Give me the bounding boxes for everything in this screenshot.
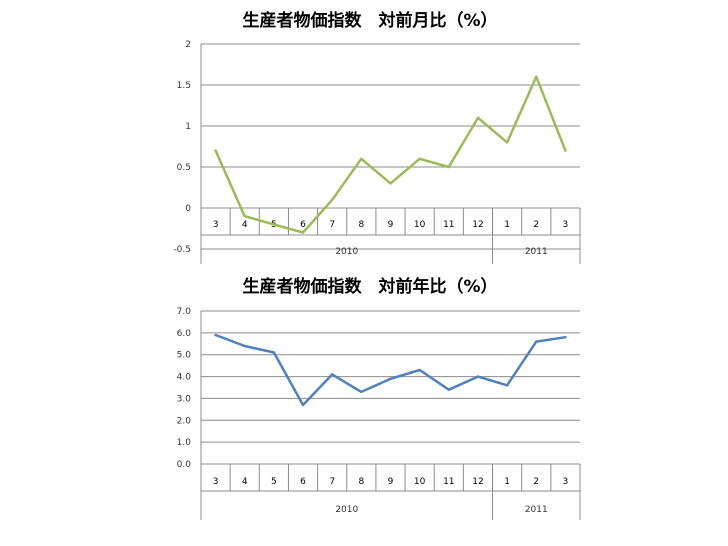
data-point [214,333,217,337]
y-tick-label: 3.0 [177,394,192,404]
x-tick-label: 6 [300,220,306,230]
data-point [360,390,363,394]
data-point [272,351,276,354]
data-point [301,403,305,407]
data-point [389,182,392,185]
x-tick-label: 3 [563,477,569,487]
x-tick-label: 2 [533,477,539,487]
x-tick-label: 10 [414,477,426,487]
x-tick-label: 8 [358,220,364,230]
data-point [447,165,451,169]
data-point [564,336,567,339]
chart-1: 生産者物価指数 対前月比（%）-0.500.511.52345678910111… [173,10,581,264]
data-point [214,149,217,152]
y-tick-label: 0 [185,204,191,214]
x-tick-label: 3 [563,220,569,230]
x-tick-label: 11 [443,477,454,487]
y-tick-label: 1.0 [177,438,192,448]
chart-2: 生産者物価指数 対前年比（%） 0.0 1.0 2.0 3.0 4.0 5.0 6.0 7.0 3… [177,276,581,520]
chart-title: 生産者物価指数 対前年比（%） [242,276,497,297]
x-group-label: 2011 [525,505,548,515]
data-point [330,198,334,201]
x-tick-label: 9 [388,477,394,487]
data-point [476,116,480,120]
x-tick-label: 12 [472,477,483,487]
x-tick-label: 10 [414,220,426,230]
x-tick-label: 2 [533,220,539,230]
y-tick-label: 7.0 [177,307,192,317]
x-group-label: 2010 [335,247,358,257]
y-tick-label: 2 [185,40,191,50]
x-tick-label: 7 [329,220,335,230]
x-tick-label: 4 [242,477,248,487]
x-group-label: 2010 [335,505,358,515]
data-point [301,231,305,234]
data-point [476,375,480,378]
x-tick-label: 3 [213,477,219,487]
data-point [447,388,451,391]
x-tick-label: 5 [271,477,277,487]
y-tick-label: 0.0 [177,460,192,470]
y-tick-label: 1 [185,122,191,132]
data-point [243,344,246,348]
data-point [389,377,392,380]
x-tick-label: 11 [443,220,454,230]
x-tick-label: 12 [472,220,483,230]
series-line [214,75,567,234]
x-tick-label: 9 [388,220,394,230]
x-tick-label: 4 [242,220,248,230]
data-point [272,223,276,226]
x-tick-label: 8 [358,477,364,487]
y-tick-label: 6.0 [177,329,192,339]
x-tick-label: 1 [504,477,510,487]
y-tick-label: 0.5 [177,163,191,173]
data-point [564,149,567,152]
y-tick-label: -0.5 [173,245,191,255]
y-tick-label: 2.0 [177,416,192,426]
x-group-label: 2011 [525,247,548,257]
data-point [418,157,421,160]
x-tick-label: 1 [504,220,510,230]
y-tick-label: 5.0 [177,351,192,361]
x-tick-label: 3 [213,220,219,230]
data-point [243,215,246,218]
data-point [418,368,421,372]
data-point [505,141,509,144]
x-tick-label: 6 [300,477,306,487]
data-point [330,373,334,376]
x-tick-label: 7 [329,477,335,487]
y-tick-label: 1.5 [177,81,191,91]
data-point [535,75,538,79]
data-point [505,384,509,387]
data-point [535,340,538,343]
series-line [214,333,567,407]
data-point [360,157,363,160]
chart-title: 生産者物価指数 対前月比（%） [242,10,497,31]
y-tick-label: 4.0 [177,373,192,383]
